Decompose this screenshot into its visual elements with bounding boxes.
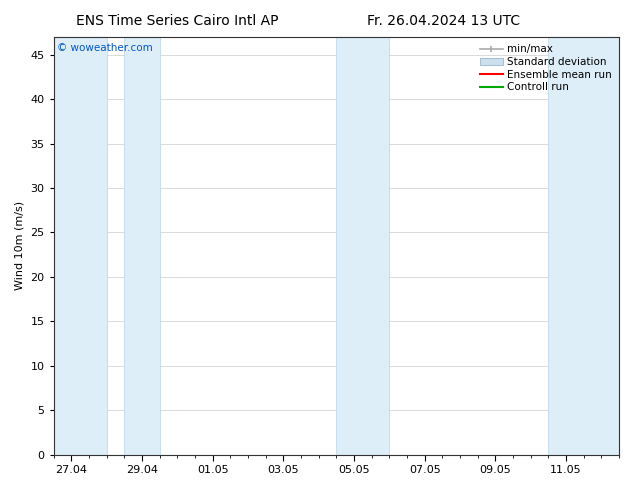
Text: ENS Time Series Cairo Intl AP: ENS Time Series Cairo Intl AP	[76, 14, 279, 28]
Text: © woweather.com: © woweather.com	[56, 43, 152, 53]
Bar	[124, 37, 160, 455]
Bar	[54, 37, 107, 455]
Bar	[548, 37, 619, 455]
Text: Fr. 26.04.2024 13 UTC: Fr. 26.04.2024 13 UTC	[367, 14, 521, 28]
Y-axis label: Wind 10m (m/s): Wind 10m (m/s)	[15, 201, 25, 291]
Legend: min/max, Standard deviation, Ensemble mean run, Controll run: min/max, Standard deviation, Ensemble me…	[478, 42, 614, 94]
Bar	[337, 37, 389, 455]
